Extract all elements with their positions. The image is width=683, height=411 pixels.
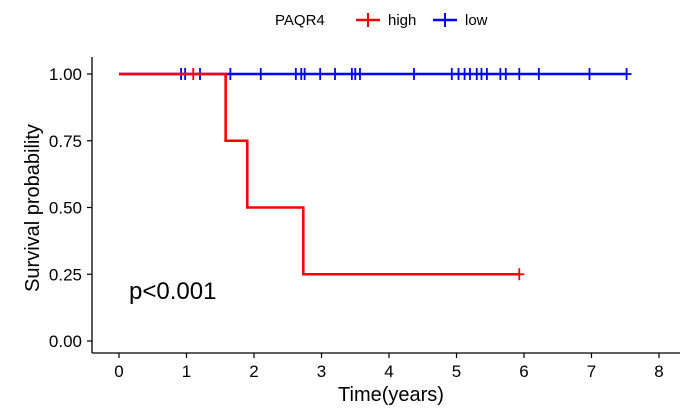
x-tick-label: 0	[114, 362, 123, 381]
y-ticks: 0.00 0.25 0.50 0.75 1.00	[49, 65, 92, 351]
x-tick-label: 6	[519, 362, 528, 381]
y-axis-title: Survival probability	[22, 124, 44, 292]
series-high-line	[119, 72, 520, 276]
x-tick-label: 8	[654, 362, 663, 381]
x-tick-label: 4	[384, 362, 393, 381]
x-ticks: 0 1 2 3 4 5 6 7 8	[114, 353, 664, 381]
p-value-annotation: p<0.001	[129, 278, 216, 305]
legend: PAQR4 high low	[275, 12, 488, 29]
y-tick-label: 0.00	[49, 332, 82, 351]
series-layer	[119, 68, 632, 281]
x-tick-label: 2	[249, 362, 258, 381]
legend-low-label: low	[465, 12, 488, 29]
y-tick-label: 0.75	[49, 132, 82, 151]
x-tick-label: 7	[587, 362, 596, 381]
x-tick-label: 5	[452, 362, 461, 381]
x-tick-label: 1	[182, 362, 191, 381]
x-tick-label: 3	[317, 362, 326, 381]
x-axis-title: Time(years)	[338, 384, 444, 406]
y-tick-label: 1.00	[49, 65, 82, 84]
y-tick-label: 0.50	[49, 199, 82, 218]
legend-title: PAQR4	[275, 12, 325, 29]
legend-high-label: high	[388, 12, 416, 29]
y-tick-label: 0.25	[49, 265, 82, 284]
